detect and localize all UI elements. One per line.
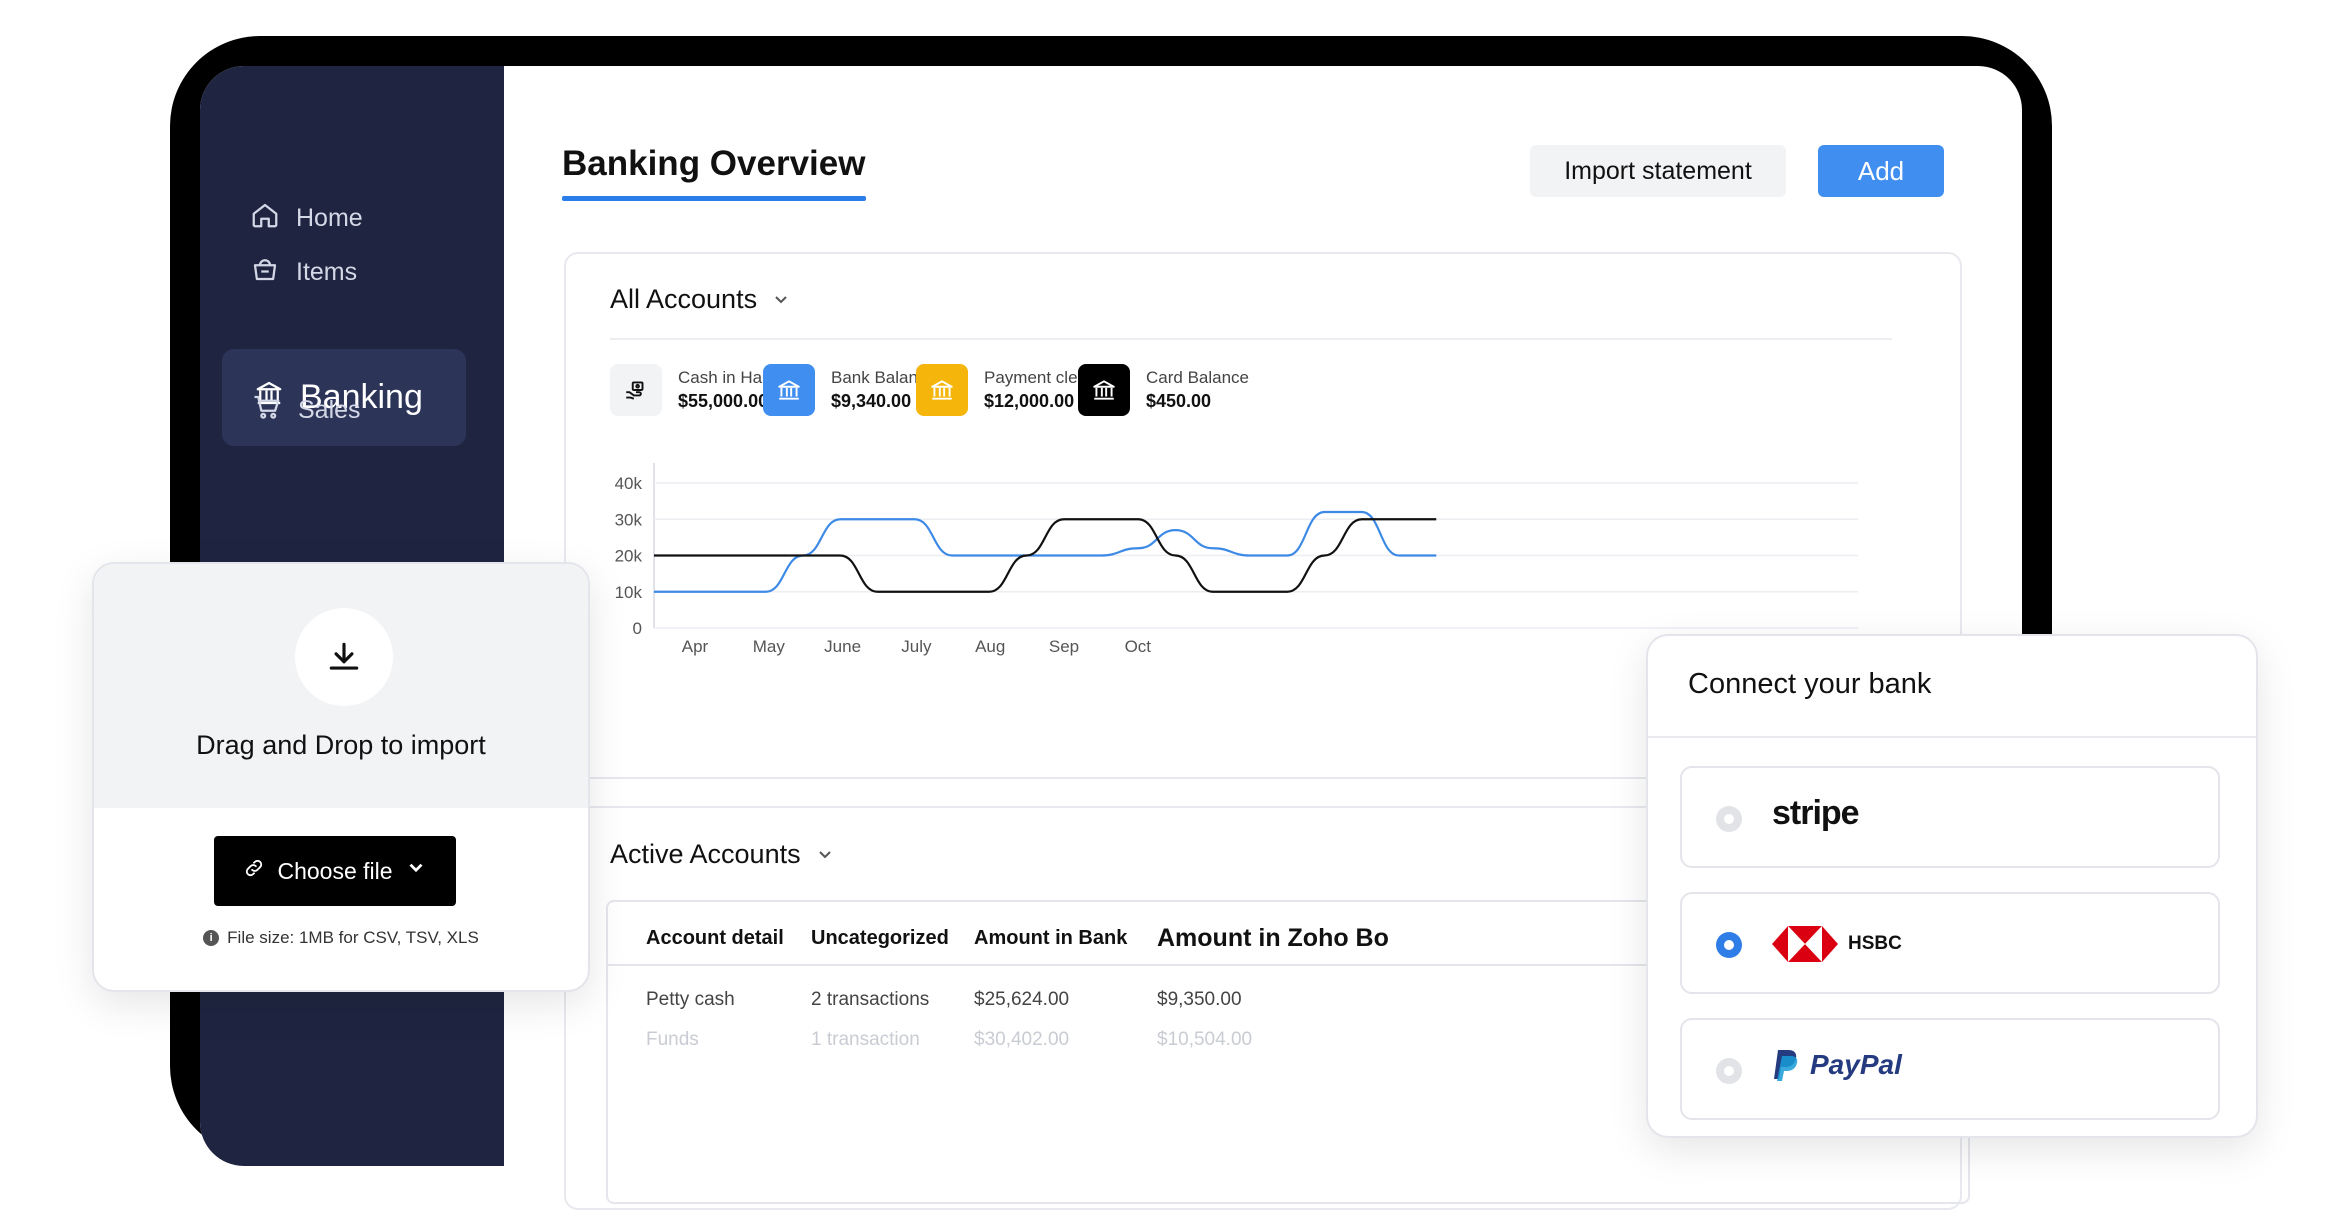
bank-option-paypal[interactable]: PayPal bbox=[1680, 1018, 2220, 1120]
bank-option-hsbc[interactable]: HSBC bbox=[1680, 892, 2220, 994]
table-cell: $30,402.00 bbox=[974, 1029, 1070, 1050]
sidebar-item-items[interactable]: Items bbox=[250, 254, 357, 291]
stat-card-balance: Card Balance $450.00 bbox=[1078, 364, 1249, 416]
stat-label: Cash in Hand bbox=[678, 368, 782, 387]
series-line bbox=[654, 510, 1437, 593]
x-tick-label: June bbox=[824, 637, 861, 656]
stat-value: $12,000.00 bbox=[984, 391, 1075, 411]
column-header: Uncategorized bbox=[811, 927, 949, 949]
column-header: Account detail bbox=[646, 927, 784, 949]
table-cell: $25,624.00 bbox=[974, 989, 1070, 1010]
file-size-text: File size: 1MB for CSV, TSV, XLS bbox=[227, 928, 479, 947]
table-header-divider bbox=[606, 964, 1966, 966]
table-cell: $10,504.00 bbox=[1157, 1029, 1253, 1050]
import-card[interactable]: Drag and Drop to import Choose file i Fi… bbox=[92, 562, 590, 992]
table-cell: $9,350.00 bbox=[1157, 989, 1242, 1010]
sidebar-item-sales[interactable]: Sales bbox=[252, 392, 361, 429]
file-size-note: i File size: 1MB for CSV, TSV, XLS bbox=[94, 928, 588, 948]
y-tick-label: 20k bbox=[615, 547, 643, 566]
stripe-logo-text: stripe bbox=[1772, 794, 1860, 832]
balance-line-chart: 0 10k 20k 30k 40k Apr May June July Aug Sep Oct bbox=[615, 463, 1858, 656]
hsbc-logo-text: HSBC bbox=[1848, 933, 1902, 954]
bank-icon bbox=[916, 364, 968, 416]
y-tick-label: 40k bbox=[615, 474, 643, 493]
x-tick-label: Oct bbox=[1125, 637, 1152, 656]
radio-button[interactable] bbox=[1716, 1058, 1742, 1084]
link-icon bbox=[243, 857, 265, 885]
drop-zone-title: Drag and Drop to import bbox=[196, 730, 486, 760]
x-tick-label: July bbox=[901, 637, 932, 656]
cart-icon bbox=[252, 392, 282, 429]
stat-label: Card Balance bbox=[1146, 368, 1250, 387]
column-header: Amount in Zoho Bo bbox=[1157, 924, 1389, 952]
y-tick-label: 10k bbox=[615, 583, 643, 602]
active-accounts-dropdown[interactable]: Active Accounts bbox=[610, 837, 835, 872]
home-icon bbox=[250, 200, 280, 237]
table-cell[interactable]: 2 transactions bbox=[811, 989, 930, 1010]
page-title: Banking Overview bbox=[562, 144, 866, 183]
sidebar-item-label: Items bbox=[296, 258, 358, 286]
series-line bbox=[654, 518, 1437, 593]
chevron-down-icon bbox=[815, 837, 835, 872]
hand-cash-icon bbox=[610, 364, 662, 416]
sidebar-item-home[interactable]: Home bbox=[250, 200, 363, 237]
basket-icon bbox=[250, 254, 280, 291]
all-accounts-label: All Accounts bbox=[610, 284, 758, 314]
x-tick-label: Sep bbox=[1049, 637, 1079, 656]
sidebar-item-banking[interactable]: Banking bbox=[222, 349, 466, 446]
connect-bank-title: Connect your bank bbox=[1688, 668, 1932, 700]
stat-value: $450.00 bbox=[1146, 391, 1212, 411]
paypal-logo-text: PayPal bbox=[1810, 1049, 1902, 1080]
connect-bank-card: Connect your bank stripe HSBC bbox=[1646, 634, 2258, 1138]
chevron-down-icon bbox=[771, 282, 791, 317]
sidebar-item-label: Banking bbox=[300, 378, 423, 416]
stat-value: $55,000.00 bbox=[678, 391, 769, 411]
y-tick-label: 30k bbox=[615, 510, 643, 529]
x-tick-label: May bbox=[753, 637, 786, 656]
stat-label: Bank Balance bbox=[831, 368, 936, 387]
bank-icon bbox=[1078, 364, 1130, 416]
sidebar-item-label: Sales bbox=[298, 396, 361, 424]
stat-bank-balance: Bank Balance $9,340.00 bbox=[763, 364, 936, 416]
download-icon bbox=[295, 608, 393, 706]
hsbc-hexagon-icon bbox=[1772, 926, 1838, 962]
all-accounts-dropdown[interactable]: All Accounts bbox=[610, 282, 791, 317]
card-divider bbox=[610, 338, 1892, 340]
x-tick-label: Aug bbox=[975, 637, 1005, 656]
bank-card-divider bbox=[1648, 736, 2256, 738]
table-cell[interactable]: 1 transaction bbox=[811, 1029, 920, 1050]
bank-option-stripe[interactable]: stripe bbox=[1680, 766, 2220, 868]
stripe-logo: stripe bbox=[1772, 794, 1860, 833]
add-button[interactable]: Add bbox=[1818, 145, 1944, 197]
chevron-down-icon bbox=[405, 857, 427, 885]
choose-file-button[interactable]: Choose file bbox=[214, 836, 456, 906]
paypal-icon bbox=[1774, 1050, 1798, 1081]
radio-button[interactable] bbox=[1716, 932, 1742, 958]
x-tick-label: Apr bbox=[682, 637, 709, 656]
table-cell: Funds bbox=[646, 1029, 699, 1050]
y-tick-label: 0 bbox=[633, 619, 642, 638]
info-icon: i bbox=[203, 930, 220, 946]
hsbc-logo: HSBC bbox=[1772, 926, 1902, 962]
table-cell: Petty cash bbox=[646, 989, 735, 1010]
sidebar-item-label: Home bbox=[296, 204, 363, 232]
radio-button[interactable] bbox=[1716, 806, 1742, 832]
bank-icon bbox=[763, 364, 815, 416]
active-accounts-label: Active Accounts bbox=[610, 839, 801, 869]
stat-cash-in-hand: Cash in Hand $55,000.00 bbox=[610, 364, 781, 416]
stat-value: $9,340.00 bbox=[831, 391, 912, 411]
title-underline bbox=[562, 196, 866, 201]
import-statement-button[interactable]: Import statement bbox=[1530, 145, 1786, 197]
paypal-logo: PayPal bbox=[1772, 1048, 1902, 1082]
column-header: Amount in Bank bbox=[974, 927, 1128, 949]
choose-file-label: Choose file bbox=[277, 857, 393, 884]
